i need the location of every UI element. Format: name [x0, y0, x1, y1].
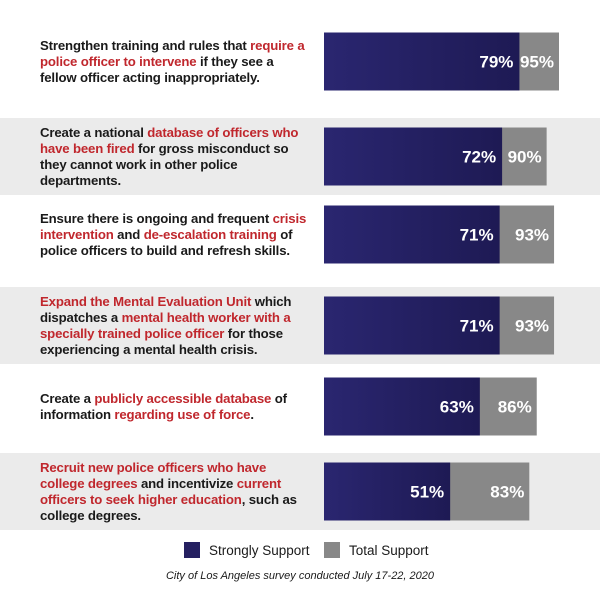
category-label-text: , such as college degrees.	[40, 491, 297, 523]
legend-item-strongly-support: Strongly Support	[184, 540, 310, 560]
category-label-highlight: de-escalation training	[143, 226, 277, 242]
chart-row: Expand the Mental Evaluation Unit which …	[0, 287, 600, 364]
chart-row: Strengthen training and rules that requi…	[0, 23, 600, 100]
category-label: Create a national database of officers w…	[40, 125, 308, 189]
footnote: City of Los Angeles survey conducted Jul…	[165, 570, 435, 582]
category-label-text: if they see a fellow officer acting inap…	[40, 53, 274, 85]
category-label-highlight: crisis intervention	[40, 210, 307, 242]
category-label: Strengthen training and rules that requi…	[40, 38, 308, 86]
category-label-text: of police officers to build and refresh …	[40, 226, 293, 258]
category-label-text: which dispatches a	[40, 293, 292, 325]
category-label-text: of information	[40, 390, 287, 422]
chart-row: Ensure there is ongoing and frequent cri…	[0, 196, 600, 273]
legend-swatch-total-support	[324, 542, 340, 558]
category-label-highlight: regarding use of force	[114, 406, 251, 422]
category-label-highlight: Expand the Mental Evaluation Unit	[40, 293, 252, 309]
category-label-highlight: publicly accessible database	[94, 390, 272, 406]
legend-label-strongly-support: Strongly Support	[209, 542, 310, 558]
category-label-text: for gross misconduct so they cannot work…	[40, 140, 289, 188]
category-label-highlight: database of officers who have been fired	[40, 124, 299, 156]
category-label-text: and incentivize	[137, 475, 237, 491]
chart-row: Create a publicly accessible database of…	[0, 368, 600, 445]
legend: Strongly Support Total Support	[0, 540, 600, 560]
category-label-highlight: mental health worker with a specially tr…	[40, 309, 291, 341]
category-label: Recruit new police officers who have col…	[40, 460, 308, 524]
category-label-highlight: Recruit new police officers who have col…	[40, 459, 267, 491]
legend-swatch-strongly-support	[184, 542, 200, 558]
chart-row: Recruit new police officers who have col…	[0, 453, 600, 530]
category-label-text: for those experiencing a mental health c…	[40, 325, 283, 357]
category-label: Create a publicly accessible database of…	[40, 391, 308, 423]
category-label-highlight: require a police officer to intervene	[40, 37, 305, 69]
category-label-text: Strengthen training and rules that	[40, 37, 251, 53]
category-label-text: Ensure there is ongoing and frequent	[40, 210, 273, 226]
category-label-text: Create a national	[40, 124, 148, 140]
chart-row: Create a national database of officers w…	[0, 118, 600, 195]
category-label-highlight: current officers to seek higher educatio…	[40, 475, 282, 507]
category-label-text: and	[113, 226, 144, 242]
legend-label-total-support: Total Support	[349, 542, 429, 558]
category-label-text: Create a	[40, 390, 95, 406]
category-label-text: .	[250, 406, 254, 422]
legend-item-total-support: Total Support	[324, 540, 429, 560]
category-label: Expand the Mental Evaluation Unit which …	[40, 294, 308, 358]
category-label: Ensure there is ongoing and frequent cri…	[40, 211, 308, 259]
